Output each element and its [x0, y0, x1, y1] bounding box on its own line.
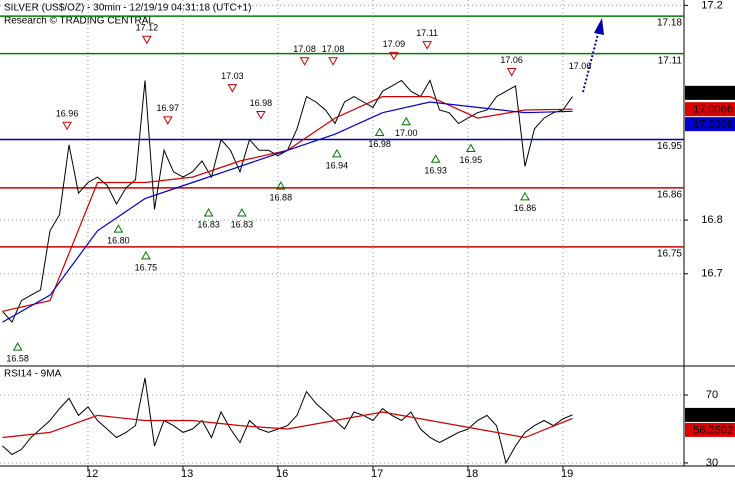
low-label: 16.58	[6, 354, 29, 364]
current-value-box	[685, 117, 735, 132]
x-tick-label: 16	[276, 468, 288, 480]
level-label: 17.11	[658, 55, 683, 66]
current-value-box	[685, 102, 735, 117]
current-value-label: 17.0026	[693, 119, 733, 131]
high-label: 17.12	[136, 23, 159, 33]
low-label: 16.88	[270, 193, 293, 203]
high-label: 16.97	[157, 103, 180, 113]
chart-subtitle: Research © TRADING CENTRAL	[4, 16, 154, 27]
current-value-label: 58.2912	[693, 409, 733, 421]
x-tick-label: 19	[561, 468, 573, 480]
high-marker	[422, 41, 432, 50]
low-label: 16.94	[326, 160, 349, 170]
low-marker	[430, 154, 441, 163]
projection-arrow	[582, 18, 604, 93]
low-label: 16.83	[231, 219, 254, 229]
series-line	[2, 377, 573, 465]
series-line	[2, 101, 573, 323]
high-marker	[62, 121, 72, 131]
current-value-label: 17.0066	[693, 104, 733, 116]
y-tick-label: 30	[706, 457, 718, 469]
low-label: 16.86	[514, 203, 537, 213]
y-tick-label: 16.8	[701, 214, 722, 226]
series-line	[2, 411, 573, 439]
current-value-box	[685, 85, 735, 100]
high-marker	[256, 110, 266, 120]
target-label: 17.06	[569, 61, 592, 71]
high-marker	[506, 68, 517, 77]
high-marker	[162, 116, 173, 125]
low-marker	[374, 127, 385, 136]
high-marker	[299, 57, 310, 66]
high-label: 17.06	[500, 55, 523, 65]
high-label: 17.11	[416, 28, 438, 38]
current-value-label: 56.2502	[693, 424, 733, 436]
chart-title: SILVER (US$/OZ) - 30min - 12/19/19 04:31…	[4, 3, 251, 14]
low-marker	[141, 250, 151, 260]
level-label: 16.86	[657, 190, 682, 201]
low-label: 17.00	[395, 128, 418, 138]
high-marker	[389, 51, 399, 61]
low-label: 16.98	[368, 139, 391, 149]
low-marker	[401, 116, 412, 126]
low-label: 16.75	[135, 262, 158, 272]
level-label: 16.75	[657, 249, 682, 260]
high-label: 17.03	[221, 71, 244, 81]
current-value-box	[685, 407, 735, 422]
low-marker	[203, 207, 214, 217]
low-marker	[113, 224, 124, 233]
high-label: 17.08	[322, 44, 345, 54]
high-marker	[328, 57, 338, 66]
x-tick-label: 17	[371, 468, 383, 480]
y-tick-label: 70	[706, 389, 718, 401]
low-label: 16.95	[460, 155, 483, 165]
rsi-title: RSI14 - 9MA	[4, 369, 62, 380]
low-label: 16.80	[107, 235, 130, 245]
low-label: 16.83	[197, 219, 220, 229]
y-tick-label: 16.7	[701, 268, 722, 280]
x-tick-label: 18	[466, 468, 478, 480]
low-marker	[275, 181, 286, 190]
low-marker	[465, 143, 476, 153]
high-marker	[142, 35, 152, 45]
y-tick-label: 17.2	[701, 0, 722, 11]
low-marker	[237, 207, 247, 217]
low-label: 16.93	[424, 166, 447, 176]
low-marker	[520, 191, 530, 201]
high-marker	[227, 84, 238, 93]
level-label: 16.95	[657, 141, 682, 152]
x-tick-label: 13	[181, 468, 193, 480]
low-marker	[12, 342, 23, 351]
high-label: 17.08	[293, 44, 316, 54]
low-marker	[332, 148, 342, 158]
high-label: 17.09	[383, 39, 406, 49]
high-label: 16.98	[250, 98, 273, 108]
current-value-label: 17.037	[699, 87, 733, 99]
high-label: 16.96	[56, 109, 79, 119]
x-tick-label: 12	[86, 468, 98, 480]
level-label: 17.18	[657, 18, 682, 29]
current-value-box	[685, 422, 735, 437]
